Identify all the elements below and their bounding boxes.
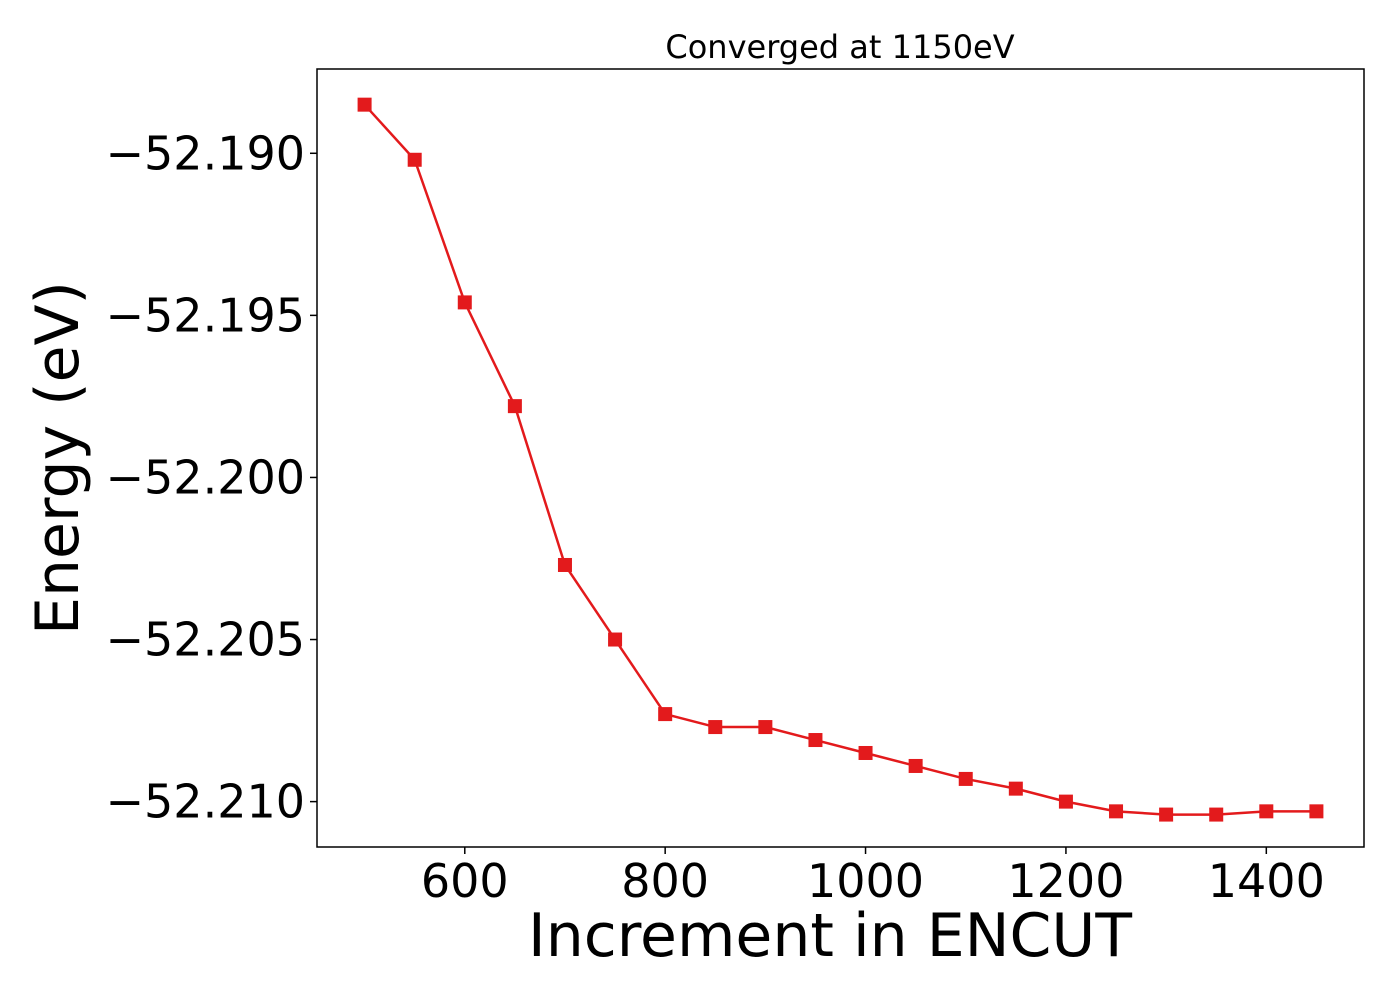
- series-line: [363, 103, 1317, 816]
- y-tick-label: −52.195: [106, 288, 306, 342]
- x-tick-label: 1000: [807, 854, 924, 908]
- data-point-marker: [858, 745, 873, 760]
- x-tick-label: 1200: [1007, 854, 1124, 908]
- series-layer: [357, 97, 1324, 822]
- chart-title: Converged at 1150eV: [665, 28, 1014, 66]
- data-point-marker: [1159, 807, 1174, 822]
- y-tick-label: −52.200: [106, 450, 306, 504]
- x-tick-label: 800: [621, 854, 709, 908]
- data-point-marker: [658, 707, 673, 722]
- data-point-marker: [908, 758, 923, 773]
- data-point-marker: [407, 152, 422, 167]
- x-axis-ticks: 600 800 1000 1200 1400: [421, 847, 1325, 908]
- data-point-marker: [1259, 804, 1274, 819]
- data-point-marker: [507, 399, 522, 414]
- x-tick-label: 1400: [1208, 854, 1325, 908]
- data-point-marker: [708, 720, 723, 735]
- data-point-marker: [457, 295, 472, 310]
- data-point-marker: [1058, 794, 1073, 809]
- y-tick-label: −52.190: [106, 126, 306, 180]
- data-point-marker: [758, 720, 773, 735]
- data-point-marker: [608, 632, 623, 647]
- data-point-marker: [1309, 804, 1324, 819]
- y-tick-label: −52.210: [106, 775, 306, 829]
- data-point-marker: [1008, 781, 1023, 796]
- x-axis-title: Increment in ENCUT: [528, 901, 1132, 971]
- y-axis-title: Energy (eV): [23, 281, 93, 635]
- y-tick-label: −52.205: [106, 613, 306, 667]
- data-point-marker: [357, 97, 372, 112]
- data-point-marker: [557, 557, 572, 572]
- x-tick-label: 600: [421, 854, 509, 908]
- data-point-marker: [1209, 807, 1224, 822]
- data-point-marker: [808, 733, 823, 748]
- data-point-marker: [958, 771, 973, 786]
- data-point-marker: [1109, 804, 1124, 819]
- plot-area: [316, 68, 1365, 848]
- y-axis-ticks: −52.190 −52.195 −52.200 −52.205 −52.210: [106, 126, 317, 829]
